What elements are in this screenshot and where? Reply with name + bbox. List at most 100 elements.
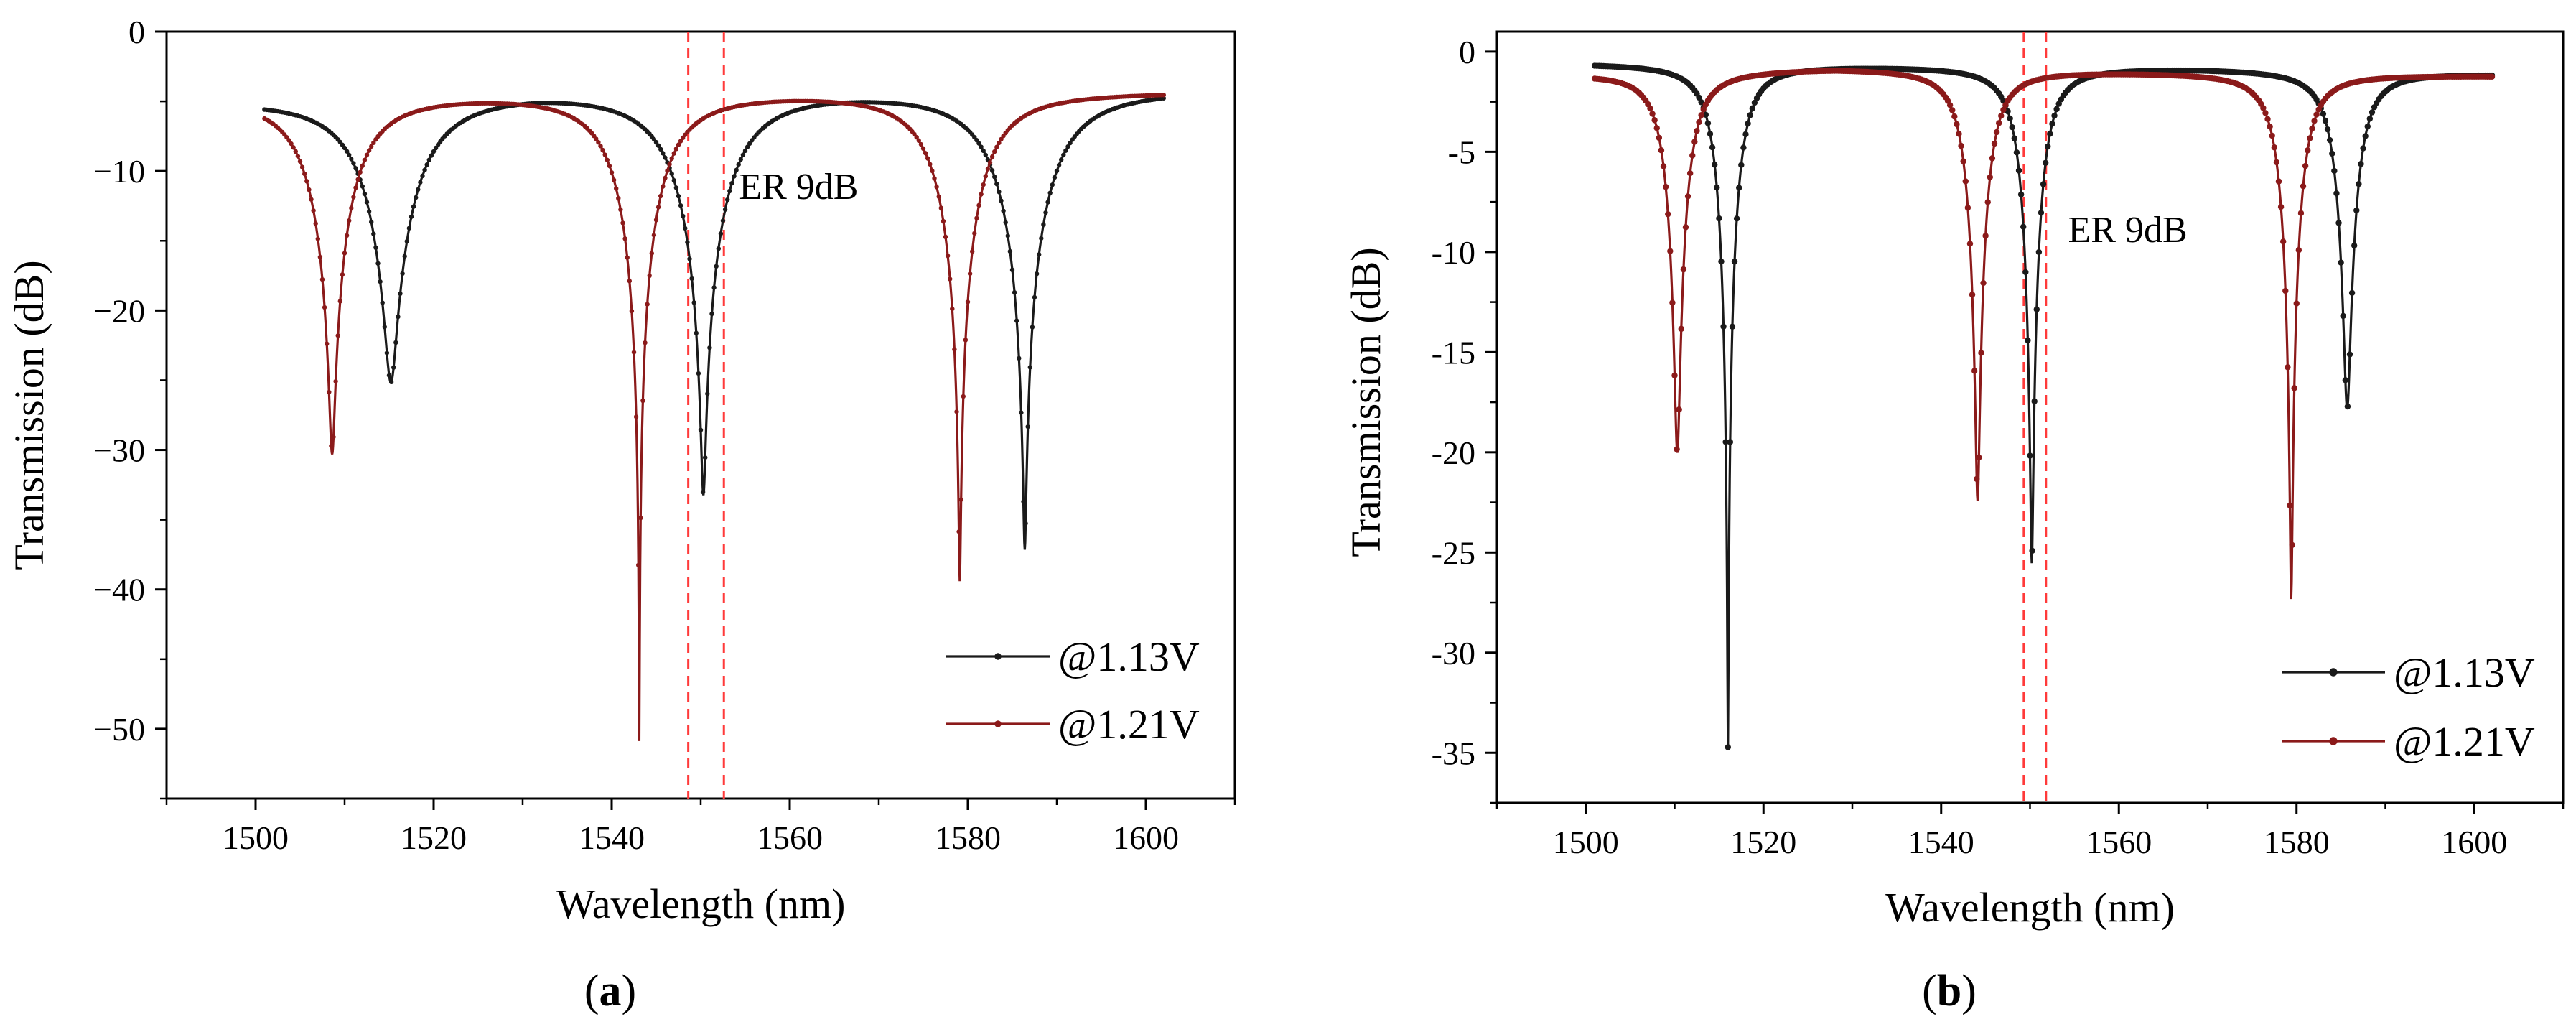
- data-point: [1052, 175, 1058, 180]
- y-tick-label: -10: [1432, 234, 1475, 271]
- data-point: [633, 414, 639, 419]
- series-points-2: [1591, 68, 2496, 549]
- data-point: [981, 182, 986, 187]
- data-point: [1009, 267, 1015, 273]
- data-point: [1019, 410, 1024, 415]
- data-point: [1704, 120, 1712, 126]
- data-point: [349, 205, 354, 210]
- data-point: [1971, 368, 1978, 374]
- legend-swatch-marker: [994, 653, 1002, 660]
- data-point: [1063, 148, 1068, 153]
- data-point: [673, 185, 679, 190]
- data-point: [2027, 452, 2033, 459]
- data-point: [653, 139, 659, 145]
- data-point: [2267, 124, 2273, 130]
- data-point: [647, 273, 652, 279]
- data-point: [655, 205, 661, 210]
- data-point: [2282, 287, 2289, 294]
- data-point: [1674, 446, 1680, 452]
- data-point: [607, 163, 612, 169]
- data-point: [1684, 193, 1691, 200]
- data-point: [364, 200, 370, 205]
- data-point: [1054, 168, 1060, 174]
- x-tick-label: 1500: [1553, 824, 1619, 860]
- data-point: [2295, 247, 2302, 254]
- data-point: [369, 219, 374, 225]
- data-point: [1958, 142, 1964, 149]
- data-point: [1001, 208, 1006, 213]
- data-point: [725, 197, 730, 203]
- data-point: [2340, 312, 2346, 320]
- data-point: [1980, 279, 1987, 287]
- data-point: [983, 174, 989, 179]
- data-point: [638, 515, 643, 521]
- data-point: [2262, 110, 2269, 116]
- data-point: [736, 162, 741, 167]
- series-line-1: [1595, 64, 2492, 748]
- data-point: [1059, 157, 1064, 162]
- data-point: [1709, 144, 1716, 151]
- data-point: [983, 152, 989, 157]
- data-point: [651, 233, 657, 238]
- data-point: [342, 145, 347, 151]
- data-point: [627, 279, 632, 284]
- data-point: [2020, 223, 2027, 230]
- data-point: [2051, 112, 2058, 119]
- data-point: [2353, 207, 2360, 214]
- data-point: [347, 218, 352, 223]
- data-point: [384, 350, 390, 355]
- data-point: [1720, 323, 1727, 330]
- data-point: [1680, 266, 1687, 273]
- data-point: [373, 245, 378, 251]
- data-point: [936, 194, 941, 200]
- data-point: [967, 271, 973, 276]
- data-point: [928, 162, 933, 167]
- data-point: [375, 261, 381, 266]
- data-point: [965, 299, 971, 305]
- y-tick-label: −10: [93, 153, 145, 190]
- data-point: [2351, 242, 2358, 249]
- data-point: [1003, 220, 1008, 225]
- data-point: [422, 167, 427, 172]
- data-point: [2488, 73, 2496, 80]
- data-point: [687, 256, 692, 261]
- data-point: [2366, 116, 2374, 122]
- data-point: [327, 389, 332, 395]
- data-point: [313, 221, 318, 226]
- data-point: [705, 391, 710, 396]
- x-tick-label: 1580: [2264, 824, 2330, 860]
- data-point: [355, 177, 360, 182]
- data-point: [302, 171, 307, 177]
- data-point: [979, 144, 984, 149]
- data-point: [1969, 292, 1976, 298]
- data-point: [2356, 181, 2362, 187]
- data-point: [1039, 236, 1044, 241]
- data-point: [669, 171, 674, 177]
- data-point: [681, 213, 686, 219]
- y-tick-label: -15: [1432, 334, 1475, 371]
- data-point: [611, 177, 617, 182]
- data-point: [1678, 325, 1684, 333]
- data-point: [997, 140, 1002, 146]
- data-point: [2279, 238, 2287, 245]
- data-point: [989, 168, 995, 173]
- data-point: [985, 167, 991, 172]
- data-point: [1960, 158, 1966, 164]
- data-point: [1023, 521, 1028, 526]
- data-point: [1656, 134, 1663, 141]
- data-point: [400, 271, 405, 276]
- data-point: [1014, 318, 1019, 323]
- data-point: [1729, 323, 1736, 330]
- data-point: [665, 168, 670, 173]
- x-tick-label: 1600: [1113, 819, 1179, 856]
- data-point: [714, 264, 719, 269]
- data-point: [1694, 128, 1700, 134]
- data-point: [1671, 372, 1678, 378]
- data-point: [941, 218, 946, 224]
- data-point: [1966, 241, 1974, 247]
- legend-label: @1.13V: [1058, 633, 1200, 680]
- data-point: [431, 149, 437, 154]
- data-point: [1956, 131, 1962, 137]
- data-point: [1005, 233, 1011, 238]
